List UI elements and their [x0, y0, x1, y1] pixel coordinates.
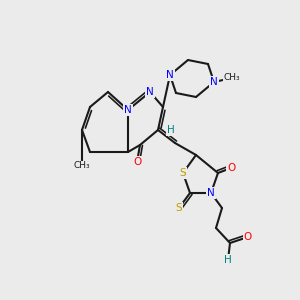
Text: N: N	[166, 70, 174, 80]
Text: N: N	[146, 87, 154, 97]
Text: CH₃: CH₃	[74, 161, 90, 170]
Text: H: H	[167, 125, 175, 135]
Text: H: H	[224, 255, 232, 265]
Text: O: O	[133, 157, 141, 167]
Text: O: O	[227, 163, 235, 173]
Text: CH₃: CH₃	[224, 74, 240, 82]
Text: N: N	[124, 105, 132, 115]
Text: S: S	[176, 203, 182, 213]
Text: N: N	[207, 188, 215, 198]
Text: O: O	[244, 232, 252, 242]
Text: S: S	[180, 168, 186, 178]
Text: N: N	[210, 77, 218, 87]
